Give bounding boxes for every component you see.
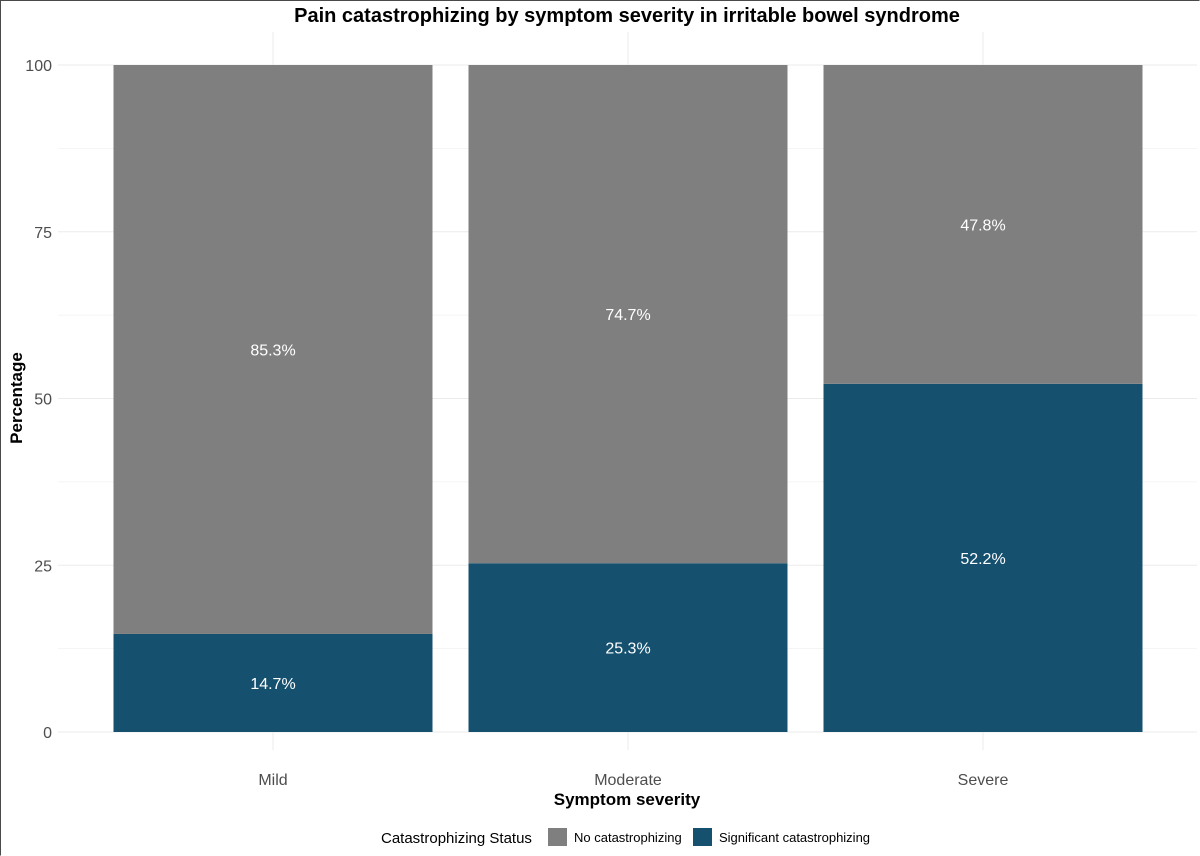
y-axis-ticks: 0 25 50 75 100 bbox=[25, 58, 52, 742]
bars bbox=[113, 65, 1143, 732]
x-tick-label: Mild bbox=[258, 772, 287, 789]
bar-no-catastrophizing-severe bbox=[823, 65, 1143, 384]
x-axis-title: Symptom severity bbox=[554, 790, 701, 809]
bar-value-label: 25.3% bbox=[605, 641, 650, 658]
bar-value-label: 74.7% bbox=[605, 307, 650, 324]
x-axis-ticks: Mild Moderate Severe bbox=[258, 772, 1008, 789]
bar-value-label: 52.2% bbox=[960, 551, 1005, 568]
legend-label-no-catastrophizing: No catastrophizing bbox=[574, 830, 682, 845]
bar-significant-catastrophizing-moderate bbox=[468, 563, 788, 732]
bar-labels: 14.7% 85.3% 25.3% 74.7% 52.2% 47.8% bbox=[250, 217, 1005, 693]
legend-title: Catastrophizing Status bbox=[381, 830, 532, 847]
legend: Catastrophizing Status No catastrophizin… bbox=[381, 828, 870, 847]
y-tick-label: 100 bbox=[25, 58, 52, 75]
bar-value-label: 14.7% bbox=[250, 676, 295, 693]
y-tick-label: 25 bbox=[34, 558, 52, 575]
bar-significant-catastrophizing-severe bbox=[823, 383, 1143, 732]
bar-significant-catastrophizing-mild bbox=[113, 633, 433, 732]
bar-no-catastrophizing-mild bbox=[113, 65, 433, 634]
y-tick-label: 50 bbox=[34, 392, 52, 409]
y-tick-label: 0 bbox=[43, 725, 52, 742]
legend-key-no-catastrophizing bbox=[548, 828, 567, 846]
chart-title: Pain catastrophizing by symptom severity… bbox=[294, 5, 960, 27]
legend-key-significant-catastrophizing bbox=[693, 828, 712, 846]
x-tick-label: Severe bbox=[958, 772, 1009, 789]
bar-no-catastrophizing-moderate bbox=[468, 65, 788, 564]
bar-value-label: 47.8% bbox=[960, 217, 1005, 234]
bar-value-label: 85.3% bbox=[250, 342, 295, 359]
legend-label-significant-catastrophizing: Significant catastrophizing bbox=[719, 830, 870, 845]
y-tick-label: 75 bbox=[34, 225, 52, 242]
x-tick-label: Moderate bbox=[594, 772, 662, 789]
y-axis-title: Percentage bbox=[7, 352, 26, 444]
